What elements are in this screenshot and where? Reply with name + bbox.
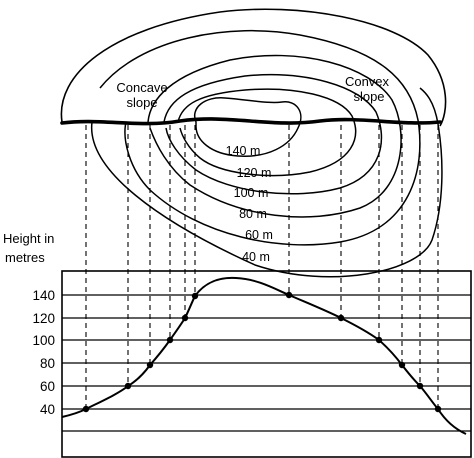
profile-point-60	[124, 382, 132, 390]
profile-point-100	[375, 336, 383, 344]
contour-label-120: 120 m	[237, 166, 272, 180]
convex-slope-label-line2: slope	[353, 89, 384, 104]
contour-label-80: 80 m	[239, 207, 267, 221]
tick-label-120: 120	[32, 311, 55, 326]
contour-label-60: 60 m	[245, 228, 273, 242]
profile-point-120	[181, 314, 189, 322]
concave-slope-label-line2: slope	[126, 95, 157, 110]
cross-section-frame	[61, 270, 472, 458]
profile-point-40	[82, 405, 90, 413]
profile-point-120	[337, 314, 345, 322]
contour-line-140	[193, 97, 302, 157]
height-axis-title-line2: metres	[5, 250, 45, 265]
profile-point-140	[285, 291, 293, 299]
profile-point-80	[146, 361, 154, 369]
contour-label-140: 140 m	[226, 144, 261, 158]
tick-label-140: 140	[32, 288, 55, 303]
profile-point-40	[434, 405, 442, 413]
height-axis-title-line1: Height in	[3, 231, 54, 246]
profile-point-140	[191, 292, 199, 300]
contour-line-120	[177, 88, 357, 177]
tick-label-60: 60	[40, 379, 55, 394]
projection-lines	[85, 125, 439, 409]
convex-slope-label-line1: Convex	[345, 74, 390, 89]
profile-points	[82, 291, 442, 413]
profile-point-60	[416, 382, 424, 390]
tick-label-40: 40	[40, 402, 55, 417]
tick-label-100: 100	[32, 333, 55, 348]
contour-label-40: 40 m	[242, 250, 270, 264]
contour-line-60	[99, 30, 421, 246]
cross-section-profile	[61, 276, 467, 435]
tick-label-80: 80	[40, 356, 55, 371]
profile-point-100	[166, 336, 174, 344]
contour-label-100: 100 m	[234, 186, 269, 200]
concave-slope-label-line1: Concave	[116, 80, 167, 95]
profile-point-80	[398, 361, 406, 369]
contour-line-100	[163, 73, 383, 195]
section-line	[60, 117, 442, 126]
contour-line-80	[147, 54, 402, 218]
map-outline	[60, 8, 447, 127]
